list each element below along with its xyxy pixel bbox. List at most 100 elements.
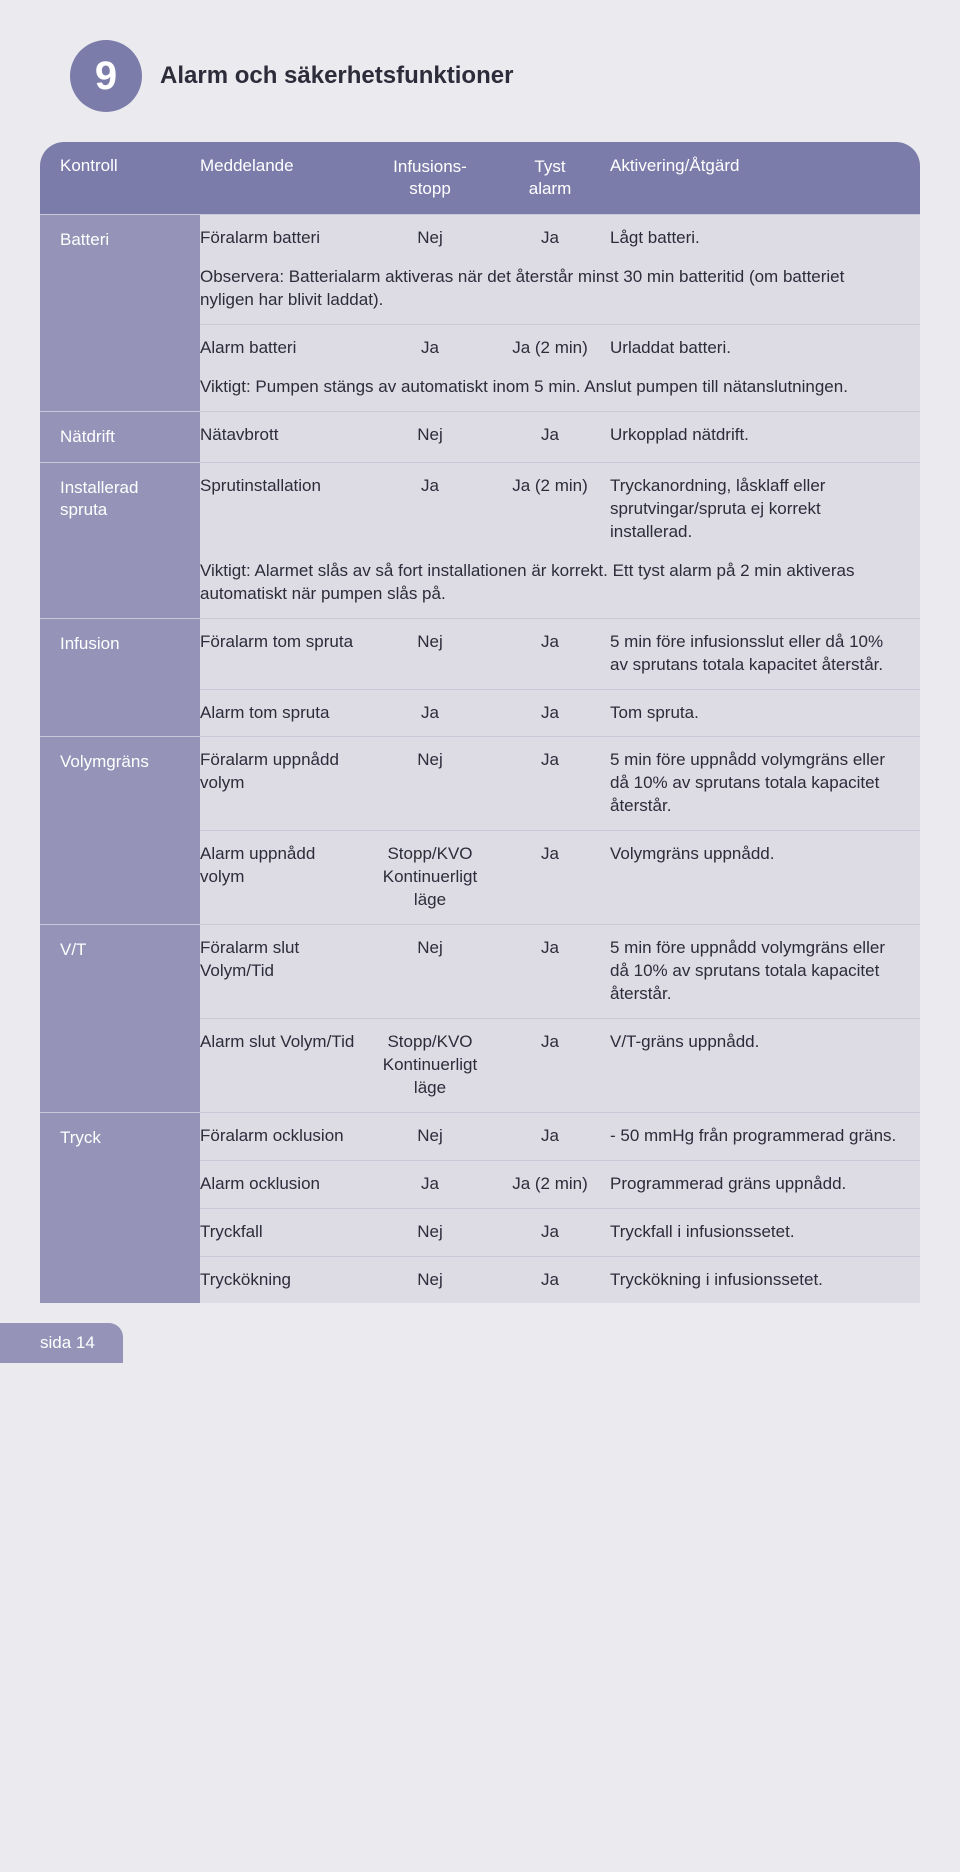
cell-stopp: Nej bbox=[370, 1269, 500, 1292]
cell-meddelande: Föralarm uppnådd volym bbox=[200, 749, 370, 818]
table-row: Tryckfall Nej Ja Tryckfall i infusionsse… bbox=[200, 1208, 920, 1256]
cell-meddelande: Alarm slut Volym/Tid bbox=[200, 1031, 370, 1100]
table-row: Föralarm batteri Nej Ja Lågt batteri. bbox=[200, 215, 920, 262]
cell-action: Tryckfall i infusionssetet. bbox=[610, 1221, 920, 1244]
cell-meddelande: Alarm batteri bbox=[200, 337, 370, 360]
cell-stopp: Stopp/KVO Kontinuerligt läge bbox=[370, 843, 500, 912]
section-content: Föralarm tom spruta Nej Ja 5 min före in… bbox=[200, 619, 920, 737]
header-action: Aktivering/Åtgärd bbox=[610, 156, 920, 200]
cell-meddelande: Sprutinstallation bbox=[200, 475, 370, 544]
cell-action: 5 min före uppnådd volymgräns eller då 1… bbox=[610, 937, 920, 1006]
cell-tyst: Ja bbox=[500, 1221, 610, 1244]
chapter-header: 9 Alarm och säkerhetsfunktioner bbox=[70, 40, 920, 112]
table-row: Alarm slut Volym/Tid Stopp/KVO Kontinuer… bbox=[200, 1018, 920, 1112]
section-content: Sprutinstallation Ja Ja (2 min) Tryckano… bbox=[200, 463, 920, 618]
cell-tyst: Ja bbox=[500, 1031, 610, 1100]
section-batteri: Batteri Föralarm batteri Nej Ja Lågt bat… bbox=[40, 214, 920, 411]
cell-tyst: Ja (2 min) bbox=[500, 1173, 610, 1196]
chapter-number-badge: 9 bbox=[70, 40, 142, 112]
cell-action: Tom spruta. bbox=[610, 702, 920, 725]
section-volym: Volymgräns Föralarm uppnådd volym Nej Ja… bbox=[40, 736, 920, 924]
cell-meddelande: Alarm ocklusion bbox=[200, 1173, 370, 1196]
cell-tyst: Ja bbox=[500, 1125, 610, 1148]
section-content: Föralarm batteri Nej Ja Lågt batteri. Ob… bbox=[200, 215, 920, 411]
cell-stopp: Nej bbox=[370, 227, 500, 250]
table-row: Alarm tom spruta Ja Ja Tom spruta. bbox=[200, 689, 920, 737]
section-natdrift: Nätdrift Nätavbrott Nej Ja Urkopplad nät… bbox=[40, 411, 920, 462]
section-label: Volymgräns bbox=[40, 737, 200, 924]
section-label: V/T bbox=[40, 925, 200, 1112]
cell-meddelande: Föralarm batteri bbox=[200, 227, 370, 250]
cell-stopp: Stopp/KVO Kontinuerligt läge bbox=[370, 1031, 500, 1100]
cell-action: 5 min före infusionsslut eller då 10% av… bbox=[610, 631, 920, 677]
table-row: Nätavbrott Nej Ja Urkopplad nätdrift. bbox=[200, 412, 920, 459]
cell-meddelande: Föralarm slut Volym/Tid bbox=[200, 937, 370, 1006]
cell-action: 5 min före uppnådd volymgräns eller då 1… bbox=[610, 749, 920, 818]
cell-tyst: Ja bbox=[500, 937, 610, 1006]
table-header-row: Kontroll Meddelande Infusions-stopp Tyst… bbox=[40, 142, 920, 214]
cell-stopp: Ja bbox=[370, 337, 500, 360]
cell-action: Programmerad gräns uppnådd. bbox=[610, 1173, 920, 1196]
table-row: Föralarm slut Volym/Tid Nej Ja 5 min för… bbox=[200, 925, 920, 1018]
header-kontroll: Kontroll bbox=[40, 156, 200, 200]
cell-meddelande: Alarm tom spruta bbox=[200, 702, 370, 725]
section-label: Installerad spruta bbox=[40, 463, 200, 618]
page-number: sida 14 bbox=[0, 1323, 123, 1363]
table-row: Föralarm uppnådd volym Nej Ja 5 min före… bbox=[200, 737, 920, 830]
row-note: Observera: Batterialarm aktiveras när de… bbox=[200, 262, 920, 324]
cell-action: Tryckanordning, låsklaff eller sprutving… bbox=[610, 475, 920, 544]
table-row: Tryckökning Nej Ja Tryckökning i infusio… bbox=[200, 1256, 920, 1304]
section-label: Batteri bbox=[40, 215, 200, 411]
header-stopp: Infusions-stopp bbox=[370, 156, 500, 200]
section-label: Nätdrift bbox=[40, 412, 200, 462]
table-row: Föralarm ocklusion Nej Ja - 50 mmHg från… bbox=[200, 1113, 920, 1160]
cell-stopp: Nej bbox=[370, 1125, 500, 1148]
section-content: Föralarm slut Volym/Tid Nej Ja 5 min för… bbox=[200, 925, 920, 1112]
cell-meddelande: Tryckfall bbox=[200, 1221, 370, 1244]
section-vt: V/T Föralarm slut Volym/Tid Nej Ja 5 min… bbox=[40, 924, 920, 1112]
row-note: Viktigt: Alarmet slås av så fort install… bbox=[200, 556, 920, 618]
cell-action: V/T-gräns uppnådd. bbox=[610, 1031, 920, 1100]
cell-meddelande: Föralarm ocklusion bbox=[200, 1125, 370, 1148]
header-meddelande: Meddelande bbox=[200, 156, 370, 200]
cell-tyst: Ja (2 min) bbox=[500, 475, 610, 544]
cell-meddelande: Alarm uppnådd volym bbox=[200, 843, 370, 912]
cell-meddelande: Nätavbrott bbox=[200, 424, 370, 447]
cell-stopp: Nej bbox=[370, 937, 500, 1006]
cell-action: Urkopplad nätdrift. bbox=[610, 424, 920, 447]
cell-tyst: Ja bbox=[500, 227, 610, 250]
table-row: Föralarm tom spruta Nej Ja 5 min före in… bbox=[200, 619, 920, 689]
alarm-table: Kontroll Meddelande Infusions-stopp Tyst… bbox=[40, 142, 920, 1303]
section-content: Nätavbrott Nej Ja Urkopplad nätdrift. bbox=[200, 412, 920, 462]
cell-action: - 50 mmHg från programmerad gräns. bbox=[610, 1125, 920, 1148]
cell-meddelande: Föralarm tom spruta bbox=[200, 631, 370, 677]
section-label: Tryck bbox=[40, 1113, 200, 1304]
cell-action: Lågt batteri. bbox=[610, 227, 920, 250]
cell-tyst: Ja bbox=[500, 843, 610, 912]
cell-tyst: Ja bbox=[500, 1269, 610, 1292]
table-row: Alarm ocklusion Ja Ja (2 min) Programmer… bbox=[200, 1160, 920, 1208]
row-note: Viktigt: Pumpen stängs av automatiskt in… bbox=[200, 372, 920, 411]
cell-tyst: Ja bbox=[500, 702, 610, 725]
table-row: Sprutinstallation Ja Ja (2 min) Tryckano… bbox=[200, 463, 920, 556]
cell-meddelande: Tryckökning bbox=[200, 1269, 370, 1292]
cell-stopp: Ja bbox=[370, 1173, 500, 1196]
cell-stopp: Nej bbox=[370, 424, 500, 447]
cell-stopp: Ja bbox=[370, 702, 500, 725]
section-content: Föralarm uppnådd volym Nej Ja 5 min före… bbox=[200, 737, 920, 924]
cell-stopp: Nej bbox=[370, 631, 500, 677]
cell-stopp: Nej bbox=[370, 749, 500, 818]
chapter-title: Alarm och säkerhetsfunktioner bbox=[160, 62, 513, 90]
section-tryck: Tryck Föralarm ocklusion Nej Ja - 50 mmH… bbox=[40, 1112, 920, 1304]
cell-action: Urladdat batteri. bbox=[610, 337, 920, 360]
cell-action: Volymgräns uppnådd. bbox=[610, 843, 920, 912]
cell-tyst: Ja bbox=[500, 749, 610, 818]
page: 9 Alarm och säkerhetsfunktioner Kontroll… bbox=[0, 0, 960, 1363]
cell-stopp: Ja bbox=[370, 475, 500, 544]
table-row: Alarm uppnådd volym Stopp/KVO Kontinuerl… bbox=[200, 830, 920, 924]
cell-action: Tryckökning i infusionssetet. bbox=[610, 1269, 920, 1292]
section-spruta: Installerad spruta Sprutinstallation Ja … bbox=[40, 462, 920, 618]
cell-tyst: Ja (2 min) bbox=[500, 337, 610, 360]
section-content: Föralarm ocklusion Nej Ja - 50 mmHg från… bbox=[200, 1113, 920, 1304]
section-label: Infusion bbox=[40, 619, 200, 737]
